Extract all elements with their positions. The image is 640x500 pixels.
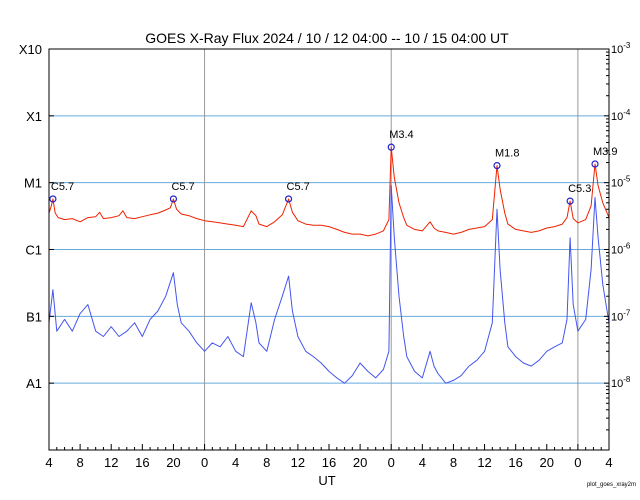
flare-label: C5.7 <box>287 181 310 193</box>
x-tick-label: 4 <box>605 455 612 470</box>
x-tick-label: 16 <box>508 455 522 470</box>
y-right-tick-label: 10-6 <box>611 242 631 257</box>
flare-marker <box>591 160 599 168</box>
long-flux-line <box>48 146 610 237</box>
flare-label: M3.4 <box>389 129 413 141</box>
x-tick-label: 0 <box>201 455 208 470</box>
x-tick-label: 4 <box>232 455 239 470</box>
y-right-tick-label: 10-7 <box>611 308 631 323</box>
credit-label: plot_goes_xray2m <box>587 482 636 488</box>
axis-layer: X10 X1 M1 C1 B1 A1 10-3 10-4 10-5 10-6 10-7 10-8 4 8 1… <box>19 41 631 470</box>
x-tick-label: 12 <box>291 455 305 470</box>
short-flux-line <box>48 185 610 384</box>
flare-marker <box>493 162 501 170</box>
flare-marker <box>387 143 395 151</box>
flare-label: M1.8 <box>495 148 519 160</box>
x-tick-label: 16 <box>135 455 149 470</box>
y-right-tick-label: 10-8 <box>611 375 631 390</box>
flare-label: C5.3 <box>568 183 591 195</box>
y-left-tick-label: X1 <box>26 109 42 124</box>
x-tick-label: 4 <box>45 455 52 470</box>
x-tick-label: 4 <box>419 455 426 470</box>
x-tick-label: 20 <box>166 455 180 470</box>
x-tick-label: 8 <box>76 455 83 470</box>
x-tick-label: 16 <box>322 455 336 470</box>
y-right-tick-label: 10-4 <box>611 108 631 123</box>
flare-label: M3.9 <box>593 146 617 158</box>
x-tick-label: 0 <box>388 455 395 470</box>
y-left-tick-label: A1 <box>26 376 42 391</box>
x-tick-label: 0 <box>574 455 581 470</box>
x-tick-label: 20 <box>353 455 367 470</box>
x-tick-label: 12 <box>104 455 118 470</box>
y-left-tick-label: M1 <box>24 176 42 191</box>
x-tick-label: 8 <box>263 455 270 470</box>
x-tick-label: 20 <box>540 455 554 470</box>
flare-label: C5.7 <box>171 181 194 193</box>
grid-layer <box>49 49 609 450</box>
x-axis-label: UT <box>318 473 335 488</box>
flare-marker <box>49 195 57 203</box>
series-layer <box>48 146 610 384</box>
y-left-tick-label: C1 <box>25 243 42 258</box>
x-tick-label: 12 <box>477 455 491 470</box>
y-left-tick-label: B1 <box>26 309 42 324</box>
flare-markers: C5.7 C5.7 C5.7 M3.4 M1.8 C5.3 M3.9 <box>49 129 617 205</box>
y-right-tick-label: 10-3 <box>611 41 631 56</box>
x-tick-label: 8 <box>450 455 457 470</box>
y-right-tick-label: 10-5 <box>611 175 631 190</box>
flare-marker <box>284 195 293 203</box>
flare-marker <box>566 197 574 205</box>
flare-marker <box>169 195 178 203</box>
flare-label: C5.7 <box>51 181 74 193</box>
chart-title: GOES X-Ray Flux 2024 / 10 / 12 04:00 -- … <box>145 30 509 46</box>
y-left-tick-label: X10 <box>19 42 42 57</box>
